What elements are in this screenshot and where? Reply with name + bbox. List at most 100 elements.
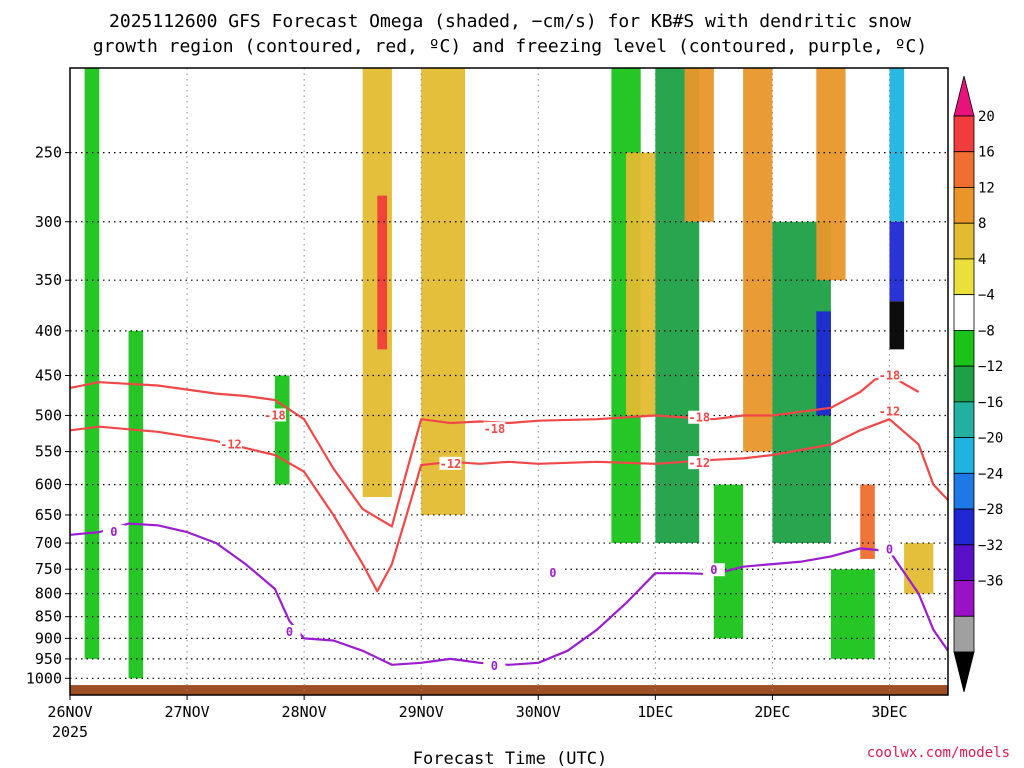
colorbar-box-0 [953,115,975,153]
colorbar-box-11 [953,508,975,546]
omega-region-1 [128,330,144,679]
contour-label-9: 0 [286,625,293,639]
colorbar-label-10: −24 [978,466,1003,482]
y-axis-ticks: 250 300 350 400 450 500 550 600 650 700 750 800 850 9… [26,144,70,687]
omega-region-10 [713,484,744,639]
contour-label-13: 0 [886,543,893,557]
contour-label-bg [878,542,901,556]
colorbar-box-10 [953,472,975,510]
contour-label-bg [219,437,242,451]
y-tick-label-600: 600 [35,476,62,494]
colorbar-label-12: −32 [978,538,1003,554]
y-tick-label-250: 250 [35,144,62,162]
omega-region-19 [889,301,905,350]
contour-label-10: 0 [491,659,498,673]
contour-dgz-1 [69,418,949,593]
colorbar: 20 16 12 8 4 −4 −8 −12 −16 −20 −24 −28 −32 −36 [953,75,1003,693]
omega-region-17 [889,68,905,222]
plot-frame [69,67,949,696]
contour-label-bg [102,525,125,539]
terrain-fill [70,685,948,695]
colorbar-label-1: 16 [978,145,995,161]
colorbar-label-2: 12 [978,180,995,196]
omega-region-7 [626,152,656,416]
contour-dgz-0 [69,374,920,528]
terrain-strip [70,685,948,695]
contour-freezing-2 [69,522,949,666]
colorbar-box-4 [953,258,975,296]
colorbar-label-9: −20 [978,431,1003,447]
contour-label-bg [702,563,725,577]
y-tick-label-400: 400 [35,322,62,340]
x-axis-ticks: 26NOV 2025 27NOV 28NOV 29NOV 30NOV 1DEC 2DEC 3DE… [47,695,908,741]
omega-region-11 [743,68,773,452]
omega-region-9 [684,68,714,222]
omega-region-14 [816,68,846,281]
colorbar-label-3: 8 [978,216,986,232]
contour-labels: -18 -12 -18 -12 -18 -12 -18 -12 0 0 0 0 0 0 [102,368,901,673]
colorbar-box-12 [953,544,975,581]
x-tick-label-30NOV: 30NOV [516,703,561,721]
x-tick-label-29NOV: 29NOV [399,703,444,721]
x-tick-label-27NOV: 27NOV [164,703,209,721]
contour-label-bg [688,456,711,470]
contour-label-bg [483,658,506,672]
omega-region-0 [84,68,100,659]
y-tick-label-450: 450 [35,367,62,385]
grid-lines [70,68,948,695]
contour-label-6: -18 [879,369,901,383]
chart-title-line-2: growth region (contoured, red, ºC) and f… [93,36,927,57]
colorbar-box-7 [953,365,975,403]
contour-label-bg [541,566,564,580]
colorbar-label-11: −28 [978,502,1003,518]
contour-label-7: -12 [879,405,901,419]
colorbar-bottom-triangle [953,651,975,693]
contour-label-12: 0 [710,563,717,577]
omega-region-18 [889,221,905,302]
colorbar-box-2 [953,187,975,224]
contour-label-11: 0 [549,566,556,580]
y-tick-label-700: 700 [35,534,62,552]
colorbar-label-13: −36 [978,574,1003,590]
contour-label-bg [263,408,286,422]
colorbar-box-5 [953,294,975,331]
y-tick-label-350: 350 [35,271,62,289]
contour-label-bg [439,456,462,470]
contour-label-bg [878,368,901,382]
y-tick-label-950: 950 [35,650,62,668]
omega-shading [84,68,934,679]
x-tick-label-1DEC: 1DEC [637,703,673,721]
colorbar-label-6: −8 [978,323,995,339]
colorbar-label-5: −4 [978,288,995,304]
x-tick-label-26NOV: 26NOV [47,703,92,721]
contour-label-5: -12 [688,456,710,470]
colorbar-label-8: −16 [978,395,1003,411]
colorbar-box-6 [953,329,975,367]
omega-region-15 [830,569,875,659]
x-tick-label-28NOV: 28NOV [282,703,327,721]
y-tick-label-900: 900 [35,629,62,647]
contour-label-3: -12 [440,457,462,471]
colorbar-box-3 [953,222,975,260]
omega-region-13 [816,311,831,416]
y-tick-label-750: 750 [35,560,62,578]
chart-title-line-1: 2025112600 GFS Forecast Omega (shaded, −… [109,11,911,32]
plot-area: -18 -12 -18 -12 -18 -12 -18 -12 0 0 0 0 0 0 [69,67,949,696]
y-tick-label-1000: 1000 [26,669,62,687]
contour-label-8: 0 [110,525,117,539]
contour-lines [69,374,949,666]
colorbar-label-4: 4 [978,252,986,268]
colorbar-label-7: −12 [978,359,1003,375]
colorbar-box-8 [953,401,975,439]
x-tick-label-3DEC: 3DEC [871,703,907,721]
omega-region-16 [860,484,875,559]
y-tick-label-300: 300 [35,213,62,231]
contour-label-1: -12 [220,438,242,452]
y-tick-label-550: 550 [35,443,62,461]
omega-region-2 [274,375,290,485]
omega-region-20 [904,543,934,594]
contour-label-bg [483,421,506,435]
colorbar-box-1 [953,151,975,188]
contour-label-bg [688,410,711,424]
